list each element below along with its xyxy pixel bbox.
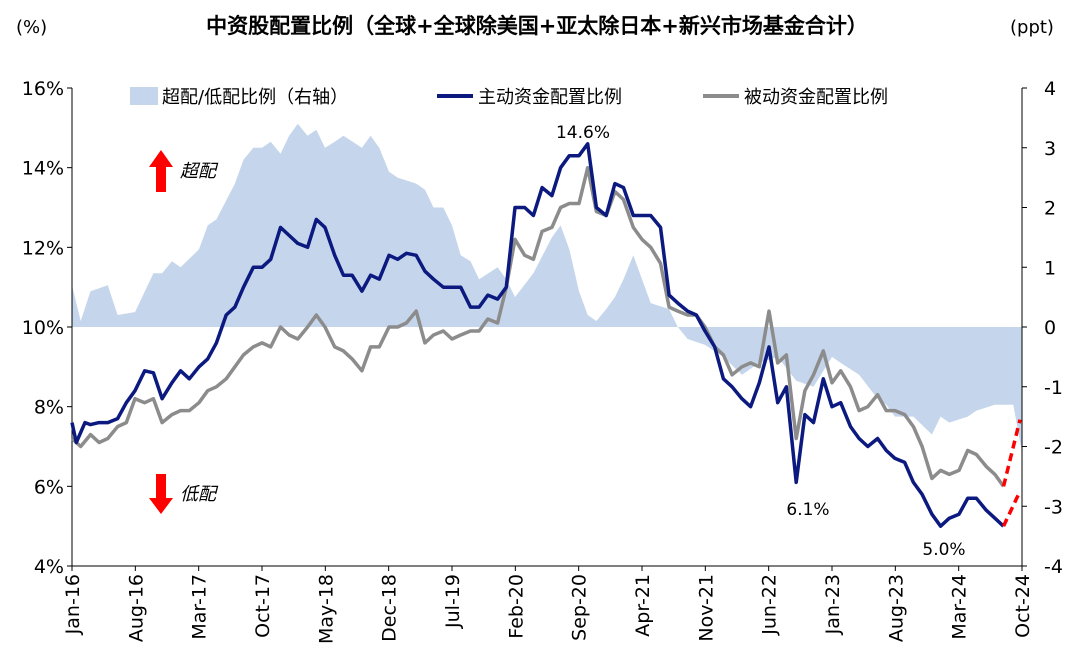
y-right-tick-label: 4	[1044, 78, 1056, 100]
x-tick-label: Aug-23	[885, 574, 907, 642]
y-left-tick-label: 14%	[22, 158, 64, 180]
y-right-tick-label: -1	[1044, 377, 1063, 399]
y-right-unit: (ppt)	[1010, 17, 1054, 38]
legend-label-passive: 被动资金配置比例	[744, 87, 888, 108]
overweight-marker: 超配	[149, 150, 219, 192]
underweight-marker: 低配	[149, 474, 219, 514]
y-left-unit: (%)	[16, 17, 47, 38]
x-tick-label: Oct-24	[1012, 574, 1034, 638]
x-tick-label: Jul-19	[442, 574, 464, 629]
chart-title: 中资股配置比例（全球+全球除美国+亚太除日本+新兴市场基金合计）	[206, 14, 868, 38]
axes-layer: 4% 6% 8% 10% 12% 14% 16% -4 -3 -2 -1 0 1 2 3 4 Jan-16 Aug…	[22, 78, 1063, 644]
legend-label-active: 主动资金配置比例	[478, 87, 622, 108]
y-left-tick-label: 8%	[34, 397, 64, 419]
projection-dash-active	[1001, 490, 1022, 527]
up-arrow-icon	[149, 150, 173, 192]
projection-dash-passive	[1001, 419, 1022, 487]
area-series-overweight	[72, 123, 1022, 453]
line-series-active	[70, 142, 1005, 528]
legend: 超配/低配比例（右轴） 主动资金配置比例 被动资金配置比例	[130, 87, 888, 108]
line-series-passive	[70, 165, 1005, 488]
y-right-tick-label: 0	[1044, 317, 1056, 339]
y-right-tick-label: 1	[1044, 257, 1056, 279]
area-layer	[72, 123, 1022, 453]
y-left-tick-label: 16%	[22, 78, 64, 100]
x-tick-label: Oct-17	[252, 574, 274, 638]
x-tick-label: Jun-22	[759, 574, 781, 636]
y-left-tick-label: 12%	[22, 237, 64, 259]
x-tick-label: Nov-21	[695, 574, 717, 642]
trough-2022-callout: 6.1%	[786, 500, 829, 520]
lines-layer	[70, 142, 1022, 528]
y-left-tick-label: 6%	[34, 476, 64, 498]
x-tick-label: Mar-24	[949, 574, 971, 640]
x-tick-label: Apr-21	[632, 574, 654, 637]
x-tick-label: Feb-20	[505, 574, 527, 639]
legend-label-area: 超配/低配比例（右轴）	[162, 87, 348, 108]
x-tick-label: Sep-20	[569, 574, 591, 641]
x-tick-label: Jan-23	[822, 574, 844, 635]
latest-callout: 5.0%	[922, 540, 965, 560]
x-tick-label: Aug-16	[125, 574, 147, 642]
y-left-tick-label: 4%	[34, 556, 64, 578]
y-right-tick-label: -4	[1044, 556, 1063, 578]
y-right-tick-label: 3	[1044, 138, 1056, 160]
y-right-tick-label: -3	[1044, 496, 1063, 518]
x-tick-label: May-18	[315, 574, 337, 644]
overweight-label: 超配	[180, 161, 219, 182]
x-tick-label: Mar-17	[189, 574, 211, 640]
legend-swatch-area	[130, 87, 158, 105]
y-right-tick-label: 2	[1044, 198, 1056, 220]
underweight-label: 低配	[180, 484, 219, 505]
y-right-tick-label: -2	[1044, 437, 1063, 459]
down-arrow-icon	[149, 474, 173, 514]
x-tick-label: Jan-16	[62, 574, 84, 635]
peak-callout: 14.6%	[556, 123, 610, 143]
y-left-tick-label: 10%	[22, 317, 64, 339]
x-tick-label: Dec-18	[379, 574, 401, 642]
